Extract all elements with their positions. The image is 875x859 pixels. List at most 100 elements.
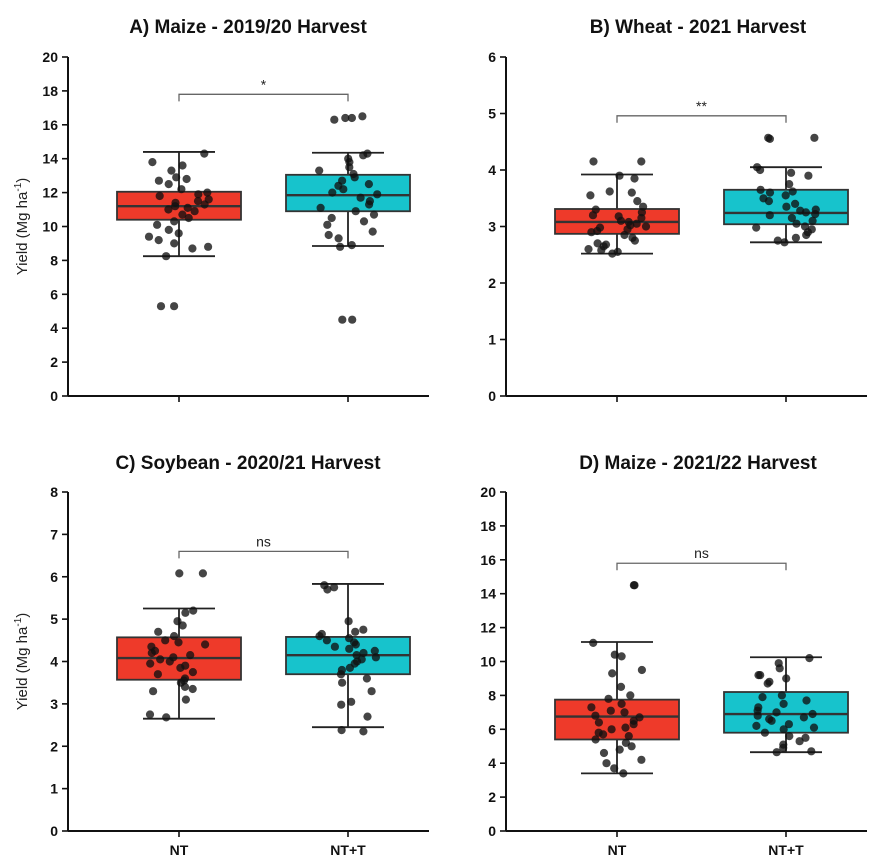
data-point bbox=[188, 244, 197, 253]
data-point bbox=[756, 165, 765, 175]
data-point bbox=[336, 242, 345, 251]
data-point bbox=[370, 646, 379, 656]
data-point bbox=[162, 252, 171, 261]
data-point bbox=[775, 664, 784, 673]
data-point bbox=[347, 113, 356, 123]
data-point bbox=[589, 638, 598, 648]
data-point bbox=[792, 219, 801, 228]
data-point bbox=[164, 180, 173, 189]
data-point bbox=[154, 627, 163, 636]
data-point bbox=[371, 653, 380, 662]
y-tick-label: 4 bbox=[50, 654, 58, 670]
chart-panel-1: A) Maize - 2019/20 Harvest 0 2 4 6 8 10 12 14 16 1… bbox=[13, 17, 429, 404]
data-point bbox=[804, 171, 813, 180]
box-iqr bbox=[285, 173, 411, 213]
data-point bbox=[359, 151, 368, 160]
data-point bbox=[756, 185, 765, 194]
series-NT+T bbox=[285, 112, 411, 324]
data-point bbox=[765, 188, 775, 197]
data-point bbox=[351, 640, 360, 649]
data-point bbox=[148, 158, 157, 167]
data-point bbox=[167, 166, 176, 175]
data-point bbox=[617, 699, 626, 709]
y-tick-label: 2 bbox=[488, 275, 496, 291]
x-category-label: NT bbox=[608, 842, 627, 858]
data-point bbox=[604, 694, 613, 703]
data-point bbox=[777, 691, 787, 700]
data-point bbox=[619, 769, 628, 778]
data-point bbox=[338, 678, 347, 687]
data-point bbox=[358, 112, 367, 121]
data-point bbox=[772, 708, 781, 717]
data-point bbox=[779, 725, 788, 734]
x-category-label: NT+T bbox=[330, 842, 366, 858]
data-point bbox=[599, 730, 608, 739]
data-point bbox=[810, 133, 819, 142]
data-point bbox=[337, 726, 346, 735]
data-point bbox=[779, 743, 788, 753]
data-point bbox=[763, 679, 772, 688]
data-point bbox=[330, 115, 339, 124]
data-point bbox=[162, 713, 171, 722]
data-point bbox=[620, 230, 629, 240]
y-tick-label: 1 bbox=[50, 781, 58, 797]
data-point bbox=[198, 569, 207, 578]
data-point bbox=[153, 670, 162, 679]
data-point bbox=[174, 638, 183, 647]
data-point bbox=[599, 748, 609, 758]
data-point bbox=[764, 197, 774, 206]
data-point bbox=[785, 732, 794, 741]
data-point bbox=[808, 709, 817, 719]
significance-label: ns bbox=[694, 545, 709, 561]
data-point bbox=[615, 171, 624, 180]
data-point bbox=[181, 608, 190, 617]
data-point bbox=[586, 191, 595, 200]
chart-title: D) Maize - 2021/22 Harvest bbox=[579, 453, 817, 474]
data-point bbox=[782, 674, 791, 683]
data-point bbox=[324, 230, 333, 240]
significance-bracket bbox=[616, 562, 787, 571]
data-point bbox=[785, 180, 794, 189]
data-point bbox=[587, 228, 596, 237]
data-point bbox=[801, 208, 811, 217]
chart-title: C) Soybean - 2020/21 Harvest bbox=[115, 453, 381, 474]
data-point bbox=[359, 625, 368, 634]
data-point bbox=[781, 191, 790, 200]
y-axis-label-superscript: -1 bbox=[13, 617, 24, 626]
data-point bbox=[204, 242, 213, 251]
data-point bbox=[181, 695, 190, 704]
data-point bbox=[587, 703, 596, 712]
data-point bbox=[200, 200, 209, 209]
significance-label: ** bbox=[696, 98, 707, 114]
data-point bbox=[807, 747, 816, 756]
y-tick-label: 14 bbox=[480, 586, 496, 602]
y-tick-label: 8 bbox=[488, 687, 496, 703]
data-point bbox=[632, 219, 641, 228]
y-tick-label: 20 bbox=[42, 49, 58, 65]
data-point bbox=[630, 236, 640, 245]
y-tick-label: 12 bbox=[42, 185, 58, 201]
chart-panel-2: B) Wheat - 2021 Harvest 0 1 2 3 4 5 6 ** bbox=[488, 17, 867, 404]
data-point bbox=[591, 711, 600, 720]
series-NT bbox=[554, 581, 680, 778]
data-point bbox=[347, 241, 356, 250]
significance-bracket bbox=[178, 93, 349, 102]
data-point bbox=[788, 187, 797, 196]
data-point bbox=[345, 663, 354, 673]
data-point bbox=[348, 315, 357, 324]
data-point bbox=[351, 627, 360, 636]
y-tick-label: 7 bbox=[50, 526, 58, 542]
data-point bbox=[617, 652, 626, 661]
chart-title: A) Maize - 2019/20 Harvest bbox=[129, 17, 367, 38]
data-point bbox=[802, 230, 811, 240]
data-point bbox=[350, 173, 359, 182]
y-axis-label: Yield (Mg ha-1) bbox=[13, 178, 31, 276]
data-point bbox=[177, 185, 186, 194]
data-point bbox=[184, 213, 193, 223]
data-point bbox=[175, 569, 184, 578]
y-tick-label: 3 bbox=[488, 219, 496, 235]
data-point bbox=[591, 735, 600, 744]
series-NT+T bbox=[285, 581, 411, 736]
data-point bbox=[756, 671, 765, 680]
data-point bbox=[610, 650, 619, 659]
